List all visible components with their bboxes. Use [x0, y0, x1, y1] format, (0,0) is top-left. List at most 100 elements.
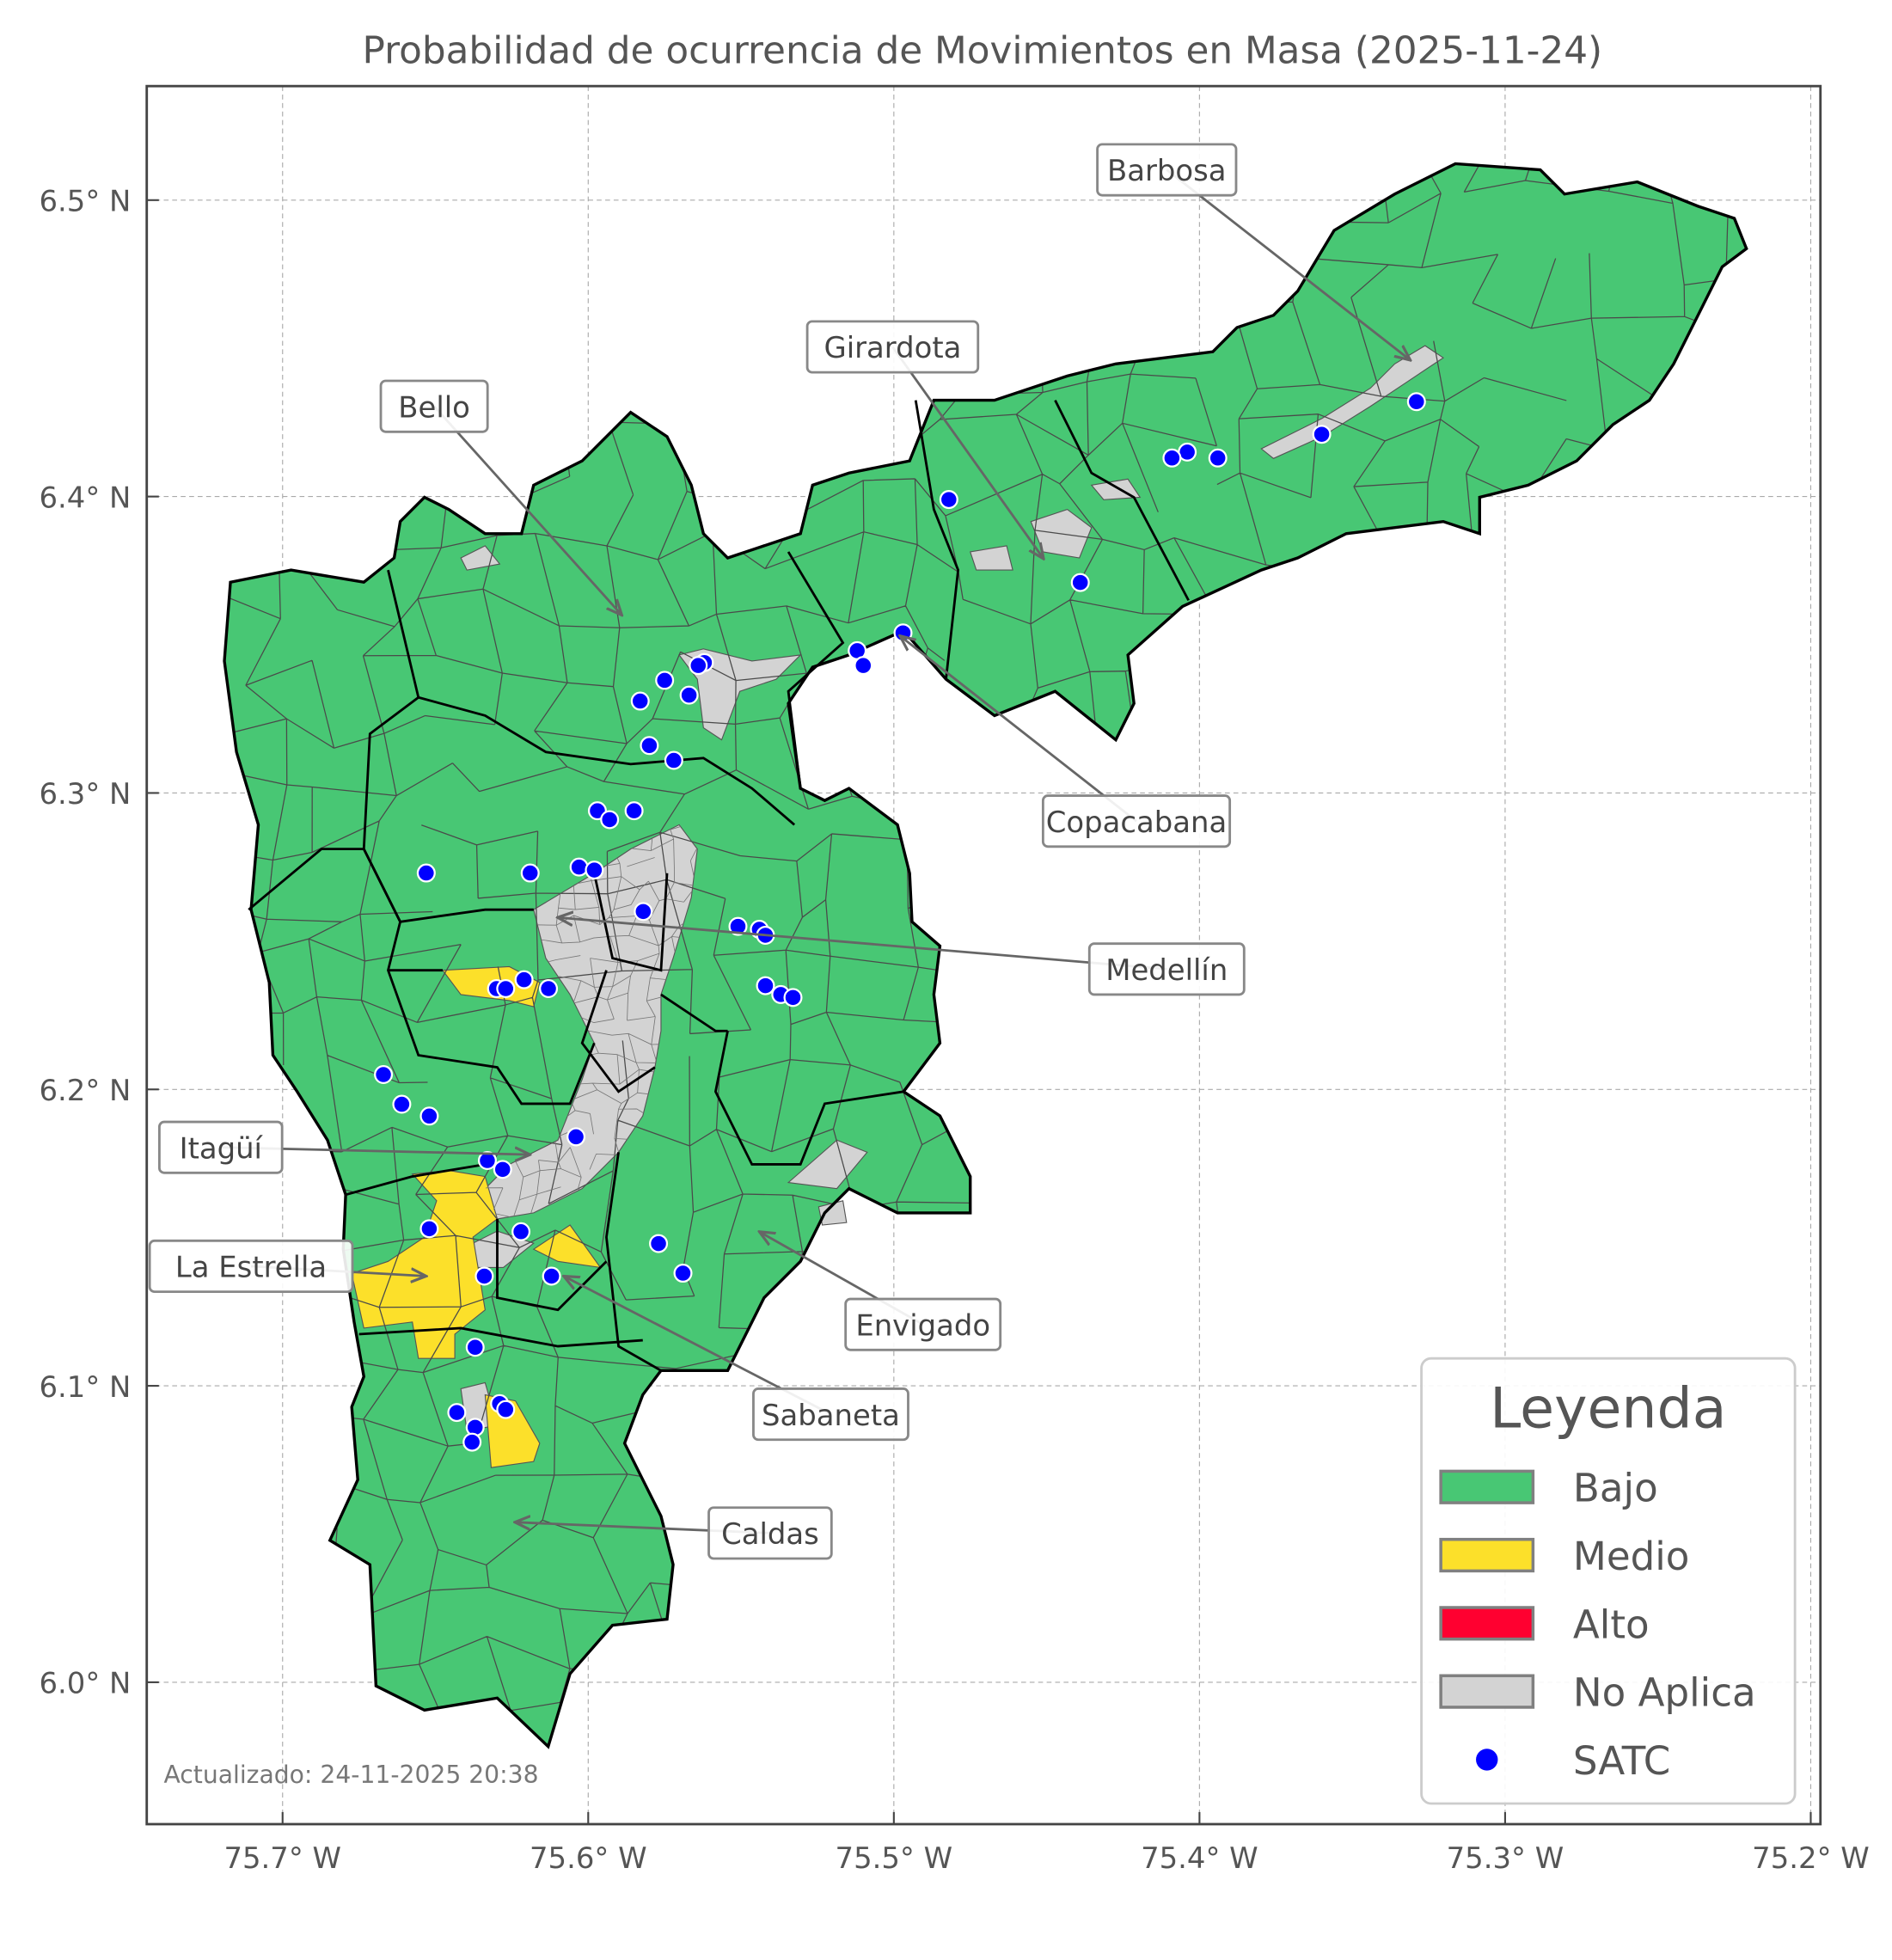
satc-point — [939, 490, 958, 510]
satc-point — [514, 970, 534, 989]
satc-point — [624, 801, 644, 821]
legend-label: No Aplica — [1573, 1670, 1756, 1716]
satc-point — [542, 1266, 561, 1286]
label-text: Medellín — [1105, 953, 1228, 987]
y-tick-label: 6.1° N — [40, 1370, 132, 1404]
municipal-boundary — [605, 1152, 662, 1372]
satc-point — [419, 1219, 439, 1239]
satc-point — [465, 1338, 485, 1357]
label-text: Copacabana — [1046, 805, 1227, 839]
legend-swatch-alto — [1439, 1606, 1535, 1641]
satc-point — [566, 1127, 586, 1147]
satc-point — [493, 1160, 512, 1179]
label-box — [752, 1387, 909, 1442]
municipal-boundary — [358, 1326, 643, 1348]
label-box — [844, 1297, 1002, 1351]
satc-point — [511, 1222, 531, 1241]
municipal-boundary — [713, 1030, 904, 1166]
y-tick-label: 6.0° N — [40, 1667, 132, 1700]
y-tick-label: 6.3° N — [40, 777, 132, 811]
satc-point — [649, 1234, 669, 1253]
satc-point — [585, 861, 604, 880]
area-no-aplica — [678, 648, 802, 741]
x-tick-label: 75.3° W — [1447, 1841, 1564, 1875]
satc-point — [1406, 392, 1426, 412]
label-itag-: Itagüí — [157, 1120, 530, 1174]
municipal-boundary — [345, 1163, 486, 1197]
satc-point — [1312, 425, 1332, 444]
municipal-boundary — [1054, 399, 1190, 602]
label-text: Caldas — [721, 1517, 819, 1551]
satc-point — [374, 1065, 394, 1085]
municipal-boundary — [660, 993, 728, 1032]
risk-area-bajo — [224, 163, 1747, 1747]
risk-area-medio — [351, 1169, 499, 1359]
axis-ticks: 75.7° W 75.6° W 75.5° W 75.4° W 75.3° W 75.2°… — [40, 184, 1870, 1874]
satc-point — [462, 1432, 482, 1452]
label-box — [148, 1239, 354, 1294]
satc-point — [520, 863, 540, 883]
satc-point — [679, 685, 699, 705]
y-tick-label: 6.5° N — [40, 184, 132, 217]
legend-label: Alto — [1573, 1602, 1650, 1647]
x-tick-label: 75.4° W — [1141, 1841, 1258, 1875]
x-tick-label: 75.5° W — [836, 1841, 953, 1875]
satc-point — [664, 750, 683, 770]
label-caldas: Caldas — [515, 1506, 833, 1560]
satc-point — [477, 1151, 497, 1171]
label-text: Sabaneta — [762, 1399, 900, 1432]
label-envigado: Envigado — [759, 1232, 1002, 1351]
legend-swatch-bajo — [1439, 1469, 1535, 1504]
area-no-aplica — [787, 1139, 868, 1190]
satc-point — [756, 976, 775, 995]
satc-point — [475, 1266, 494, 1286]
label-barbosa: Barbosa — [1096, 143, 1411, 360]
region-outline — [223, 162, 1748, 1749]
satc-point — [1162, 448, 1182, 468]
label-box — [1087, 942, 1246, 996]
satc-point — [634, 902, 653, 922]
satc-point — [600, 810, 620, 830]
label-text: Envigado — [855, 1308, 990, 1342]
satc-point — [689, 656, 708, 676]
label-arrow — [558, 917, 1167, 971]
municipal-boundary — [914, 400, 960, 680]
x-tick-label: 75.2° W — [1752, 1841, 1870, 1875]
satc-point — [496, 979, 516, 999]
map-layer — [223, 162, 1748, 1749]
x-tick-label: 75.6° W — [530, 1841, 647, 1875]
satc-point — [447, 1403, 467, 1423]
satc-point — [673, 1264, 693, 1283]
area-no-aplica — [1260, 345, 1444, 459]
satc-point — [1208, 448, 1228, 468]
legend-swatch-no-aplica — [1439, 1674, 1535, 1709]
legend-swatch-medio — [1439, 1537, 1535, 1573]
label-medell-n: Medellín — [558, 917, 1246, 996]
satc-point — [854, 656, 873, 676]
satc-point — [392, 1094, 412, 1114]
satc-point — [630, 691, 650, 711]
satc-point — [728, 916, 748, 936]
legend-label: Bajo — [1573, 1466, 1658, 1511]
label-arrow — [433, 405, 621, 616]
updated-timestamp: Actualizado: 24-11-2025 20:38 — [163, 1761, 538, 1789]
municipal-boundary — [362, 569, 420, 849]
y-tick-label: 6.2° N — [40, 1074, 132, 1107]
satc-point — [496, 1400, 516, 1419]
label-arrow — [1166, 168, 1410, 360]
municipal-boundary — [580, 970, 656, 1093]
y-tick-label: 6.4° N — [40, 481, 132, 514]
label-arrow — [900, 636, 1137, 823]
label-arrow — [891, 346, 1044, 560]
satc-point — [419, 1106, 439, 1126]
x-tick-label: 75.7° W — [223, 1841, 341, 1875]
legend: Leyenda Bajo Medio Alto No Aplica SATC — [1420, 1357, 1797, 1805]
municipality-labels: Barbosa Girardota Bello Copacabana Medellín I… — [148, 143, 1411, 1560]
label-box — [805, 320, 980, 374]
satc-point — [655, 671, 675, 690]
area-no-aplica — [969, 545, 1013, 571]
satc-point — [416, 863, 436, 883]
label-box — [1096, 143, 1238, 197]
satc-point — [640, 736, 659, 756]
label-text: La Estrella — [175, 1251, 327, 1284]
